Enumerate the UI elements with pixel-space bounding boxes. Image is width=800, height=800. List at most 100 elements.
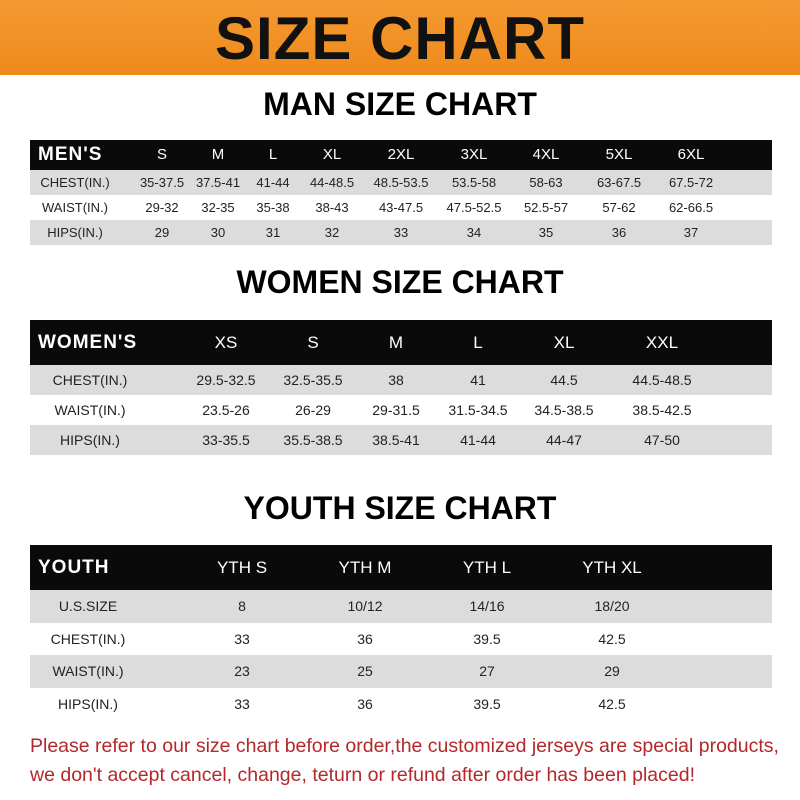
table-cell: 37 (683, 225, 699, 240)
table-header-row: MEN'S S M L XL 2XL 3XL 4XL 5XL 6XL (30, 140, 772, 170)
table-cell: 33-35.5 (202, 432, 250, 448)
table-cell: 62-66.5 (668, 200, 714, 215)
row-label: WAIST(IN.) (54, 402, 126, 418)
table-cell: 47-50 (644, 432, 680, 448)
table-cell: 29-32 (145, 200, 179, 215)
table-cell: 58-63 (529, 175, 563, 190)
table-cell: 38 (388, 372, 404, 388)
size-header-cell: 4XL (532, 146, 560, 163)
table-row: WAIST(IN.) 23.5-26 26-29 29-31.5 31.5-34.5 34… (30, 395, 772, 425)
table-cell: 38.5-41 (372, 432, 420, 448)
table-row: CHEST(IN.) 29.5-32.5 32.5-35.5 38 41 44.5 44.5… (30, 365, 772, 395)
table-cell: 37.5-41 (195, 175, 241, 190)
table-title-cell: WOMEN'S (38, 332, 138, 353)
table-cell: 8 (238, 598, 246, 614)
table-cell: 31 (265, 225, 281, 240)
size-header-cell: 5XL (605, 146, 633, 163)
size-header-cell: S (307, 333, 319, 352)
row-label: WAIST(IN.) (42, 200, 108, 215)
table-row: HIPS(IN.) 29 30 31 32 33 34 35 36 37 (30, 220, 772, 245)
size-header-cell: YTH S (216, 558, 268, 577)
table-cell: 42.5 (598, 630, 626, 647)
table-title-cell: YOUTH (38, 557, 110, 578)
size-header-cell: YTH M (338, 558, 392, 577)
table-cell: 41-44 (256, 175, 290, 190)
table-cell: 23.5-26 (202, 402, 250, 418)
table-cell: 34.5-38.5 (534, 402, 594, 418)
banner-title: SIZE CHART (215, 5, 585, 72)
table-cell: 32.5-35.5 (283, 372, 343, 388)
table-cell: 42.5 (598, 695, 626, 712)
table-cell: 35 (538, 225, 554, 240)
table-header-row: WOMEN'S XS S M L XL XXL (30, 320, 772, 365)
table-cell: 29.5-32.5 (196, 372, 256, 388)
table-cell: 38.5-42.5 (632, 402, 692, 418)
table-cell: 43-47.5 (378, 200, 424, 215)
table-cell: 29 (154, 225, 170, 240)
table-cell: 39.5 (473, 695, 501, 712)
size-header-cell: L (473, 333, 483, 352)
table-cell: 23 (234, 663, 250, 679)
row-label: U.S.SIZE (58, 598, 118, 614)
women-title: WOMEN SIZE CHART (236, 264, 564, 300)
table-row: U.S.SIZE 8 10/12 14/16 18/20 (30, 590, 772, 623)
size-header-cell: L (268, 146, 278, 163)
men-title: MAN SIZE CHART (263, 86, 537, 122)
table-cell: 41 (470, 372, 486, 388)
table-cell: 30 (210, 225, 226, 240)
table-cell: 36 (357, 695, 373, 712)
row-label: HIPS(IN.) (47, 225, 103, 240)
size-header-cell: YTH L (462, 558, 512, 577)
table-cell: 35-38 (256, 200, 290, 215)
table-cell: 33 (234, 630, 250, 647)
table-cell: 38-43 (315, 200, 349, 215)
note-line-2: we don't accept cancel, change, teturn o… (30, 764, 695, 786)
size-header-cell: M (211, 146, 225, 163)
size-header-cell: XS (214, 333, 238, 352)
table-cell: 34 (466, 225, 482, 240)
table-cell: 35-37.5 (139, 175, 185, 190)
row-label: WAIST(IN.) (52, 663, 124, 679)
size-header-cell: XL (553, 333, 575, 352)
table-title-cell: MEN'S (38, 144, 103, 165)
row-label: HIPS(IN.) (60, 432, 120, 448)
table-cell: 27 (479, 663, 495, 679)
table-row: WAIST(IN.) 23 25 27 29 (30, 655, 772, 688)
table-cell: 25 (357, 663, 373, 679)
table-cell: 29-31.5 (372, 402, 420, 418)
table-cell: 36 (611, 225, 627, 240)
table-row: CHEST(IN.) 35-37.5 37.5-41 41-44 44-48.5 48.5… (30, 170, 772, 195)
row-label: CHEST(IN.) (50, 630, 126, 647)
table-cell: 44.5-48.5 (632, 372, 692, 388)
table-cell: 31.5-34.5 (448, 402, 508, 418)
table-cell: 53.5-58 (451, 175, 497, 190)
size-header-cell: XXL (645, 333, 679, 352)
size-header-cell: M (388, 333, 404, 352)
table-cell: 10/12 (347, 598, 383, 614)
banner: SIZE CHART (0, 0, 800, 75)
size-header-cell: YTH XL (582, 558, 642, 577)
table-cell: 67.5-72 (668, 175, 714, 190)
size-header-cell: 2XL (387, 146, 415, 163)
table-row: CHEST(IN.) 33 36 39.5 42.5 (30, 622, 772, 655)
table-cell: 32-35 (201, 200, 235, 215)
size-header-cell: S (156, 146, 168, 163)
youth-title: YOUTH SIZE CHART (243, 490, 557, 526)
note-line-1: Please refer to our size chart before or… (30, 735, 779, 757)
row-label: CHEST(IN.) (40, 175, 110, 190)
row-label: CHEST(IN.) (52, 372, 128, 388)
table-cell: 33 (234, 695, 250, 712)
table-header-row: YOUTH YTH S YTH M YTH L YTH XL (30, 545, 772, 590)
size-header-cell: 3XL (460, 146, 488, 163)
size-header-cell: XL (322, 146, 342, 163)
table-row: HIPS(IN.) 33-35.5 35.5-38.5 38.5-41 41-44 44-… (30, 425, 772, 455)
table-cell: 14/16 (469, 598, 505, 614)
table-cell: 39.5 (473, 630, 501, 647)
table-cell: 57-62 (602, 200, 636, 215)
table-cell: 18/20 (594, 598, 630, 614)
table-cell: 44-47 (546, 432, 582, 448)
table-cell: 44-48.5 (309, 175, 355, 190)
table-cell: 29 (604, 663, 620, 679)
table-cell: 47.5-52.5 (446, 200, 502, 215)
table-cell: 41-44 (460, 432, 496, 448)
